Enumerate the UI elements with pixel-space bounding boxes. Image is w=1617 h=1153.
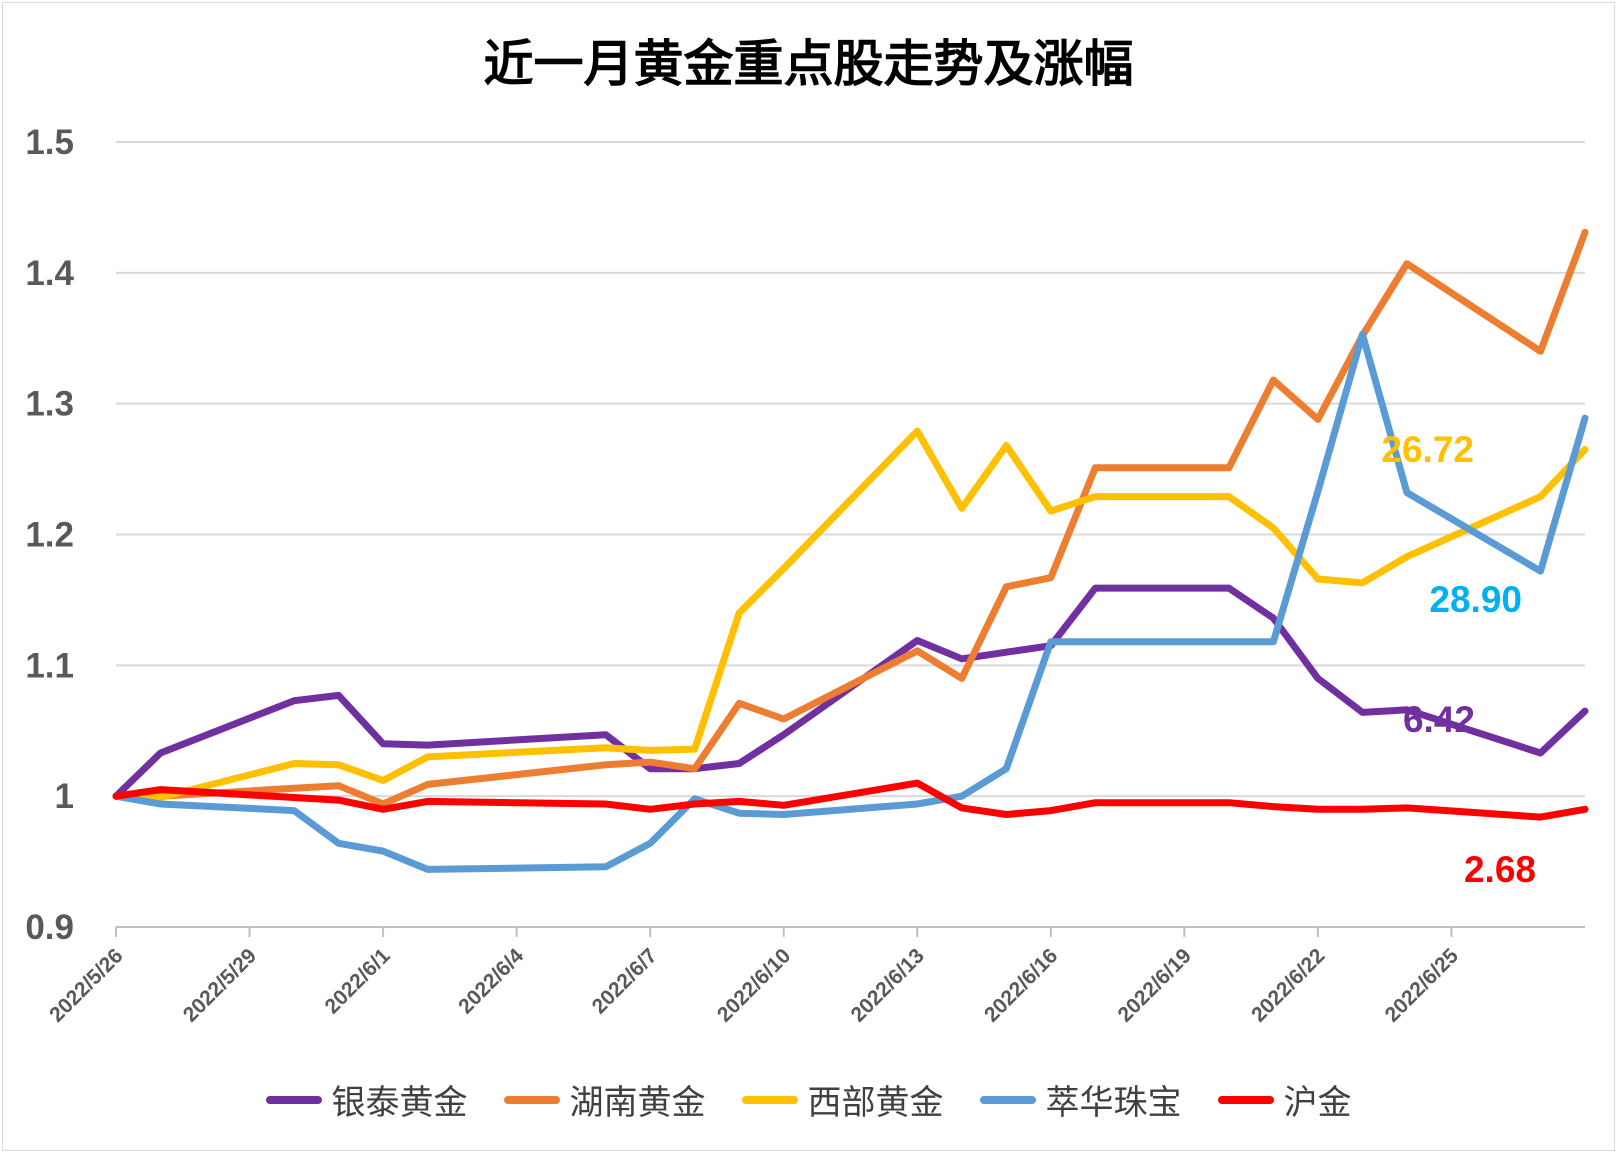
chart-title: 近一月黄金重点股走势及涨幅: [483, 35, 1134, 93]
y-tick-label: 1.2: [25, 516, 74, 555]
series-line-0: [112, 584, 1589, 800]
legend-label: 西部黄金: [807, 1083, 944, 1123]
x-tick-label: 2022/6/19: [1114, 944, 1196, 1026]
y-tick-label: 1.3: [25, 385, 74, 424]
series-line-1: [112, 228, 1589, 808]
legend-label: 萃华珠宝: [1045, 1083, 1182, 1123]
y-tick-label: 0.9: [25, 908, 74, 947]
y-axis: 0.9 1 1.1 1.2 1.3 1.4 1.5: [25, 123, 74, 947]
x-tick-label: 2022/6/1: [321, 944, 395, 1018]
legend-label: 湖南黄金: [569, 1083, 706, 1123]
x-tick-label: 2022/6/22: [1247, 944, 1329, 1026]
x-tick-label: 2022/6/13: [846, 944, 928, 1026]
legend-swatch: [503, 1095, 560, 1104]
y-tick-label: 1: [55, 777, 74, 816]
legend-item-3: 萃华珠宝: [979, 1075, 1182, 1124]
legend-swatch: [741, 1095, 798, 1104]
series-lines: [112, 228, 1589, 873]
x-tick-label: 2022/5/29: [179, 944, 261, 1026]
legend-item-0: 银泰黄金: [265, 1075, 468, 1124]
data-labels: 6.42 26.72 28.90 2.68: [1381, 429, 1536, 890]
data-label-4: 2.68: [1464, 849, 1536, 890]
legend: 银泰黄金 湖南黄金 西部黄金 萃华珠宝 沪金: [0, 1075, 1617, 1124]
y-tick-label: 1.5: [25, 123, 74, 162]
legend-item-2: 西部黄金: [741, 1075, 944, 1124]
data-label-3: 28.90: [1429, 579, 1522, 620]
legend-label: 沪金: [1283, 1083, 1352, 1123]
x-tick-label: 2022/6/16: [980, 944, 1062, 1026]
series-line-4: [112, 779, 1589, 821]
x-tick-label: 2022/6/7: [588, 944, 662, 1018]
x-tick-label: 2022/6/4: [454, 944, 528, 1018]
x-tick-label: 2022/6/25: [1381, 944, 1464, 1027]
legend-item-1: 湖南黄金: [503, 1075, 706, 1124]
x-tick-label: 2022/5/26: [45, 944, 127, 1026]
y-tick-label: 1.4: [25, 254, 74, 293]
legend-item-4: 沪金: [1217, 1075, 1352, 1124]
legend-swatch: [265, 1095, 322, 1104]
legend-label: 银泰黄金: [331, 1083, 468, 1123]
data-label-0: 6.42: [1403, 699, 1475, 740]
series-line-3: [112, 330, 1589, 873]
x-tick-label: 2022/6/10: [713, 944, 795, 1026]
x-axis: 2022/5/26 2022/5/29 2022/6/1 2022/6/4 2022/6…: [45, 927, 1463, 1027]
data-label-2: 26.72: [1381, 429, 1474, 470]
series-line-2: [112, 427, 1589, 801]
y-tick-label: 1.1: [25, 646, 74, 685]
legend-swatch: [979, 1095, 1036, 1104]
legend-swatch: [1217, 1095, 1274, 1104]
